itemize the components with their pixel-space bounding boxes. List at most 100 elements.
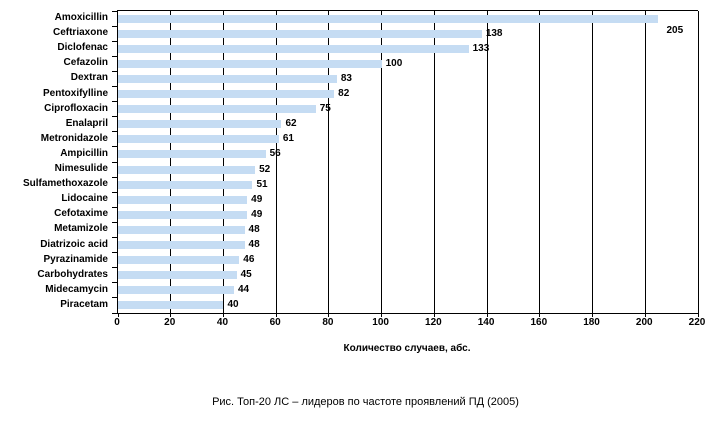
value-label: 83 <box>340 72 352 84</box>
x-tick <box>275 313 277 317</box>
value-label: 138 <box>485 27 503 39</box>
value-label: 40 <box>227 299 239 311</box>
y-axis-label: Cefazolin <box>63 57 108 69</box>
x-tick <box>433 313 435 317</box>
y-tick <box>112 206 118 208</box>
bar <box>118 90 335 99</box>
y-axis-label: Pyrazinamide <box>43 253 108 265</box>
gridline <box>275 11 277 313</box>
bar <box>118 44 469 53</box>
y-axis-label: Sulfamethoxazole <box>22 178 108 190</box>
y-axis-label: Metamizole <box>54 223 108 235</box>
value-label: 133 <box>472 42 490 54</box>
y-axis-label: Enalapril <box>65 117 108 129</box>
gridline <box>381 11 383 313</box>
bar <box>118 165 256 174</box>
x-tick-label: 0 <box>114 317 120 328</box>
x-tick <box>697 313 699 317</box>
gridline <box>433 11 435 313</box>
y-tick <box>112 252 118 254</box>
x-tick <box>328 313 330 317</box>
bar <box>118 301 224 310</box>
bar <box>118 120 282 129</box>
value-label: 45 <box>240 269 252 281</box>
value-label: 51 <box>256 178 268 190</box>
x-tick <box>222 313 224 317</box>
y-axis-label: Ceftriaxone <box>52 27 108 39</box>
y-tick <box>112 25 118 27</box>
x-axis-title: Количество случаев, абс. <box>343 343 471 354</box>
y-axis-label: Lidocaine <box>61 193 108 205</box>
bar <box>118 271 237 280</box>
x-tick-label: 180 <box>583 317 600 328</box>
y-tick <box>112 191 118 193</box>
bar <box>118 210 248 219</box>
value-label: 52 <box>259 163 271 175</box>
x-tick-label: 120 <box>425 317 442 328</box>
gridline <box>644 11 646 313</box>
value-label: 100 <box>385 57 403 69</box>
value-label: 44 <box>238 284 250 296</box>
x-tick-label: 80 <box>322 317 334 328</box>
x-tick-label: 20 <box>164 317 176 328</box>
value-label: 46 <box>243 254 255 266</box>
value-label: 205 <box>666 24 684 36</box>
bar <box>118 74 337 83</box>
gridline <box>170 11 172 313</box>
y-axis-label: Diclofenac <box>57 42 108 54</box>
gridline <box>539 11 541 313</box>
bar <box>118 256 240 265</box>
x-tick <box>381 313 383 317</box>
y-tick <box>112 176 118 178</box>
y-axis-label: Nimesulide <box>54 163 108 175</box>
x-tick-label: 160 <box>530 317 548 328</box>
y-tick <box>112 312 118 314</box>
bar <box>118 135 279 144</box>
x-tick <box>486 313 488 317</box>
bar <box>118 59 382 68</box>
gridline <box>697 11 699 313</box>
y-axis-label: Midecamycin <box>45 283 108 295</box>
y-tick <box>112 221 118 223</box>
y-tick <box>112 101 118 103</box>
value-label: 49 <box>251 193 263 205</box>
y-tick <box>112 116 118 118</box>
y-tick <box>112 40 118 42</box>
x-tick-label: 200 <box>635 317 653 328</box>
bar <box>118 29 482 38</box>
y-tick <box>112 131 118 133</box>
y-axis-label: Metronidazole <box>40 132 108 144</box>
plot-area: 205 138 133 100 83 82 75 62 61 56 52 51 49 49 48 48 46 45… <box>112 10 699 317</box>
gridline <box>328 11 330 313</box>
x-tick-label: 220 <box>688 317 706 328</box>
y-axis-label: Cefotaxime <box>54 208 108 220</box>
y-tick <box>112 267 118 269</box>
gridline <box>486 11 488 313</box>
figure-caption: Рис. Топ-20 ЛС – лидеров по частоте проя… <box>212 396 519 408</box>
value-label: 82 <box>338 88 350 100</box>
value-label: 75 <box>319 103 331 115</box>
x-tick-label: 40 <box>216 317 229 328</box>
x-tick <box>644 313 646 317</box>
bar <box>118 286 234 295</box>
bar <box>118 225 245 234</box>
y-axis-label: Piracetam <box>60 298 108 310</box>
y-axis-labels: Amoxicillin Ceftriaxone Diclofenac Cefazoli… <box>0 10 112 312</box>
value-label: 49 <box>251 208 263 220</box>
y-axis-label: Dextran <box>70 72 108 84</box>
y-tick <box>112 297 118 299</box>
bar <box>118 180 253 189</box>
value-label: 61 <box>282 133 294 145</box>
y-tick <box>112 10 118 12</box>
bar <box>118 14 659 23</box>
x-tick <box>592 313 594 317</box>
y-tick <box>112 161 118 163</box>
y-axis-label: Pentoxifylline <box>42 87 108 99</box>
value-label: 48 <box>248 223 260 235</box>
y-axis-label: Carbohydrates <box>37 268 108 280</box>
y-axis-label: Ciprofloxacin <box>44 102 108 114</box>
x-tick <box>539 313 541 317</box>
gridline <box>592 11 594 313</box>
x-tick <box>170 313 172 317</box>
